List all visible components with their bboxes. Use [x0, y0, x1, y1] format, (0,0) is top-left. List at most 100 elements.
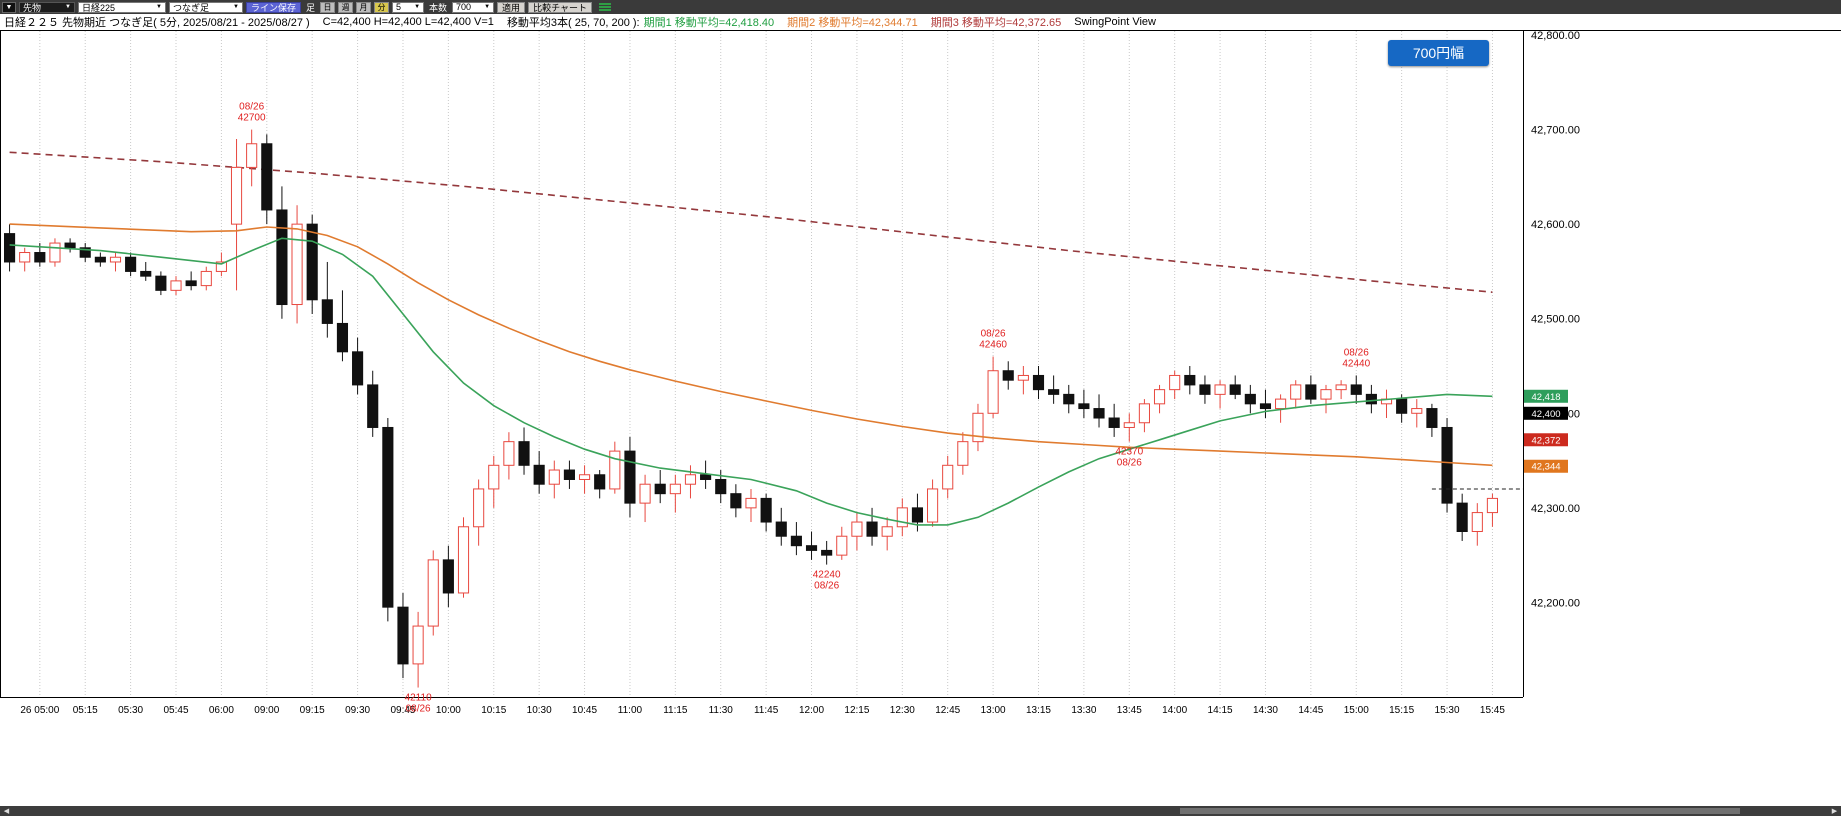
scroll-right-button[interactable]: ▶: [1828, 806, 1841, 816]
time-axis-label: 12:45: [935, 705, 960, 716]
period-week-button[interactable]: 週: [338, 1, 354, 13]
candle-down: [79, 247, 91, 258]
ohlc-readout: C=42,400 H=42,400 L=42,400 V=1: [322, 16, 494, 28]
candle-down: [911, 507, 924, 523]
scrollbar-thumb[interactable]: [1180, 808, 1740, 814]
candle-down: [1396, 398, 1408, 414]
scroll-left-icon: ◀: [3, 808, 10, 815]
chart-canvas[interactable]: 26 05:00 05:15 05:30 05:45 06:00 09:00 09:15 09…: [0, 31, 1841, 741]
axis-price-badge: [1524, 433, 1568, 447]
candle-down: [715, 478, 727, 495]
candle-up: [896, 507, 908, 528]
swing-point-label: 08/26: [981, 329, 1006, 340]
axis-price-badge-label: 42,344: [1531, 462, 1560, 473]
time-axis-label: 15:15: [1389, 705, 1414, 716]
time-axis-label: 10:15: [481, 705, 506, 716]
candle-up: [851, 521, 863, 537]
compare-chart-button[interactable]: 比較チャート: [528, 1, 592, 13]
time-axis-label: 13:45: [1117, 705, 1142, 716]
time-axis-label: 09:30: [345, 705, 370, 716]
time-axis-label: 05:30: [118, 705, 143, 716]
candle-down: [125, 256, 137, 272]
swing-point-label: 42700: [238, 113, 266, 124]
candle-up: [987, 370, 999, 414]
time-axis-label: 13:15: [1026, 705, 1051, 716]
price-axis-label: 42,600.00: [1531, 219, 1580, 231]
candle-down: [1426, 408, 1438, 428]
candle-down: [1032, 374, 1045, 391]
time-axis-label: 14:45: [1298, 705, 1323, 716]
price-axis-label: 42,200.00: [1531, 597, 1580, 609]
candle-up: [609, 450, 621, 490]
time-axis-label: 14:30: [1253, 705, 1278, 716]
candle-down: [1365, 393, 1377, 405]
candle-up: [170, 280, 182, 291]
candle-up: [1123, 422, 1135, 428]
bar-count-select[interactable]: 700 ▼: [452, 1, 495, 13]
candle-down: [654, 483, 666, 495]
candle-up: [427, 559, 439, 627]
swingpoint-label: SwingPoint View: [1074, 16, 1156, 28]
horizontal-scrollbar[interactable]: ◀ ▶: [0, 806, 1841, 816]
menu-collapse-button[interactable]: ▼: [2, 1, 16, 13]
swing-point-label: 08/26: [1344, 347, 1369, 358]
time-axis-label: 10:45: [572, 705, 597, 716]
candle-up: [200, 270, 212, 287]
toolbar: ▼ 先物 ▼ 日経225 ▼ つなぎ足 ▼ ライン保存 足 日 週 月 分 5 …: [0, 0, 1841, 14]
candle-down: [1456, 502, 1468, 532]
minute-interval-select[interactable]: 5 ▼: [392, 1, 425, 13]
candle-up: [669, 483, 681, 495]
period-day-button[interactable]: 日: [320, 1, 336, 13]
period-month-button[interactable]: 月: [356, 1, 372, 13]
axis-price-badge-label: 42,400: [1531, 409, 1560, 420]
chart-type-select[interactable]: つなぎ足 ▼: [169, 1, 243, 13]
apply-button[interactable]: 適用: [497, 1, 526, 13]
candle-up: [109, 256, 122, 263]
candle-down: [790, 535, 802, 547]
candle-up: [942, 464, 954, 490]
candle-down: [1229, 384, 1241, 395]
candle-down: [185, 280, 197, 287]
time-axis-label: 09:00: [254, 705, 279, 716]
instrument-select[interactable]: 先物 ▼: [19, 1, 75, 13]
candle-down: [1305, 384, 1317, 400]
time-axis-label: 14:00: [1162, 705, 1187, 716]
save-lines-button[interactable]: ライン保存: [246, 1, 302, 13]
candle-up: [684, 474, 697, 485]
candle-down: [1244, 393, 1256, 405]
candle-up: [745, 497, 757, 509]
candle-up: [1471, 512, 1483, 533]
time-axis-label: 15:30: [1435, 705, 1460, 716]
price-range-badge[interactable]: 700円幅: [1388, 40, 1489, 66]
candle-up: [972, 412, 984, 443]
swing-point-label: 42370: [1115, 447, 1143, 458]
candle-down: [1350, 384, 1362, 395]
candle-down: [34, 252, 46, 263]
candle-down: [624, 450, 636, 504]
chevron-down-icon: ▼: [233, 4, 239, 10]
candle-up: [473, 488, 485, 528]
bar-count-label: 本数: [429, 2, 448, 13]
candle-down: [1184, 374, 1196, 386]
candle-up: [488, 464, 500, 490]
candle-down: [306, 223, 318, 301]
indicator-list-icon[interactable]: [598, 2, 611, 13]
axis-price-badge-label: 42,372: [1531, 435, 1560, 446]
time-axis-label: 10:00: [436, 705, 461, 716]
period-minute-button[interactable]: 分: [374, 1, 390, 13]
time-axis-label: 06:00: [209, 705, 234, 716]
ma1-readout: 期間1 移動平均=42,418.40: [643, 17, 775, 29]
candle-up: [957, 441, 969, 466]
chart-area: 26 05:00 05:15 05:30 05:45 06:00 09:00 09:15 09…: [0, 31, 1841, 741]
candle-up: [1017, 374, 1029, 381]
candle-up: [881, 526, 893, 537]
symbol-select[interactable]: 日経225 ▼: [78, 1, 166, 13]
candle-down: [1108, 417, 1120, 428]
scroll-left-button[interactable]: ◀: [0, 806, 13, 816]
candle-up: [246, 143, 258, 168]
chevron-down-icon: ▼: [5, 3, 13, 11]
axis-price-badge: [1524, 389, 1568, 403]
candle-up: [578, 474, 591, 480]
price-axis-label: 42,500.00: [1531, 314, 1580, 326]
